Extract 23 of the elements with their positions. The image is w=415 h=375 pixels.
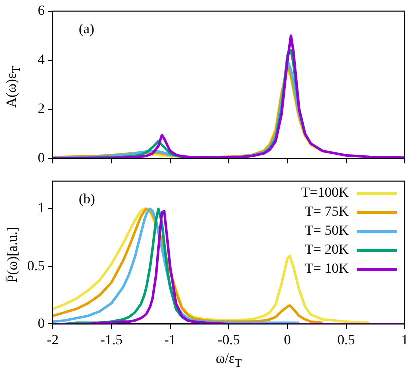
x-tick-label: -1	[164, 333, 176, 348]
legend-label: T= 75K	[304, 204, 349, 222]
annotation: (b)	[79, 192, 96, 208]
y-tick-label: 1	[38, 202, 45, 217]
y-tick-label: 6	[38, 4, 45, 20]
x-tick-label: -1.5	[100, 333, 123, 348]
legend-label: T= 50K	[304, 223, 349, 241]
legend-label: T=100K	[301, 185, 349, 203]
y-tick-label: 4	[38, 53, 45, 68]
y-tick-label: 0	[38, 151, 45, 166]
x-tick-label: 1	[402, 333, 408, 348]
x-tick-label: -2	[47, 333, 59, 348]
x-tick-label: 0	[284, 333, 292, 348]
y-tick-label: 0	[38, 316, 45, 332]
x-tick-label: 0.5	[338, 333, 356, 348]
y-tick-label: 2	[38, 102, 45, 118]
legend-label: T= 10K	[304, 261, 349, 279]
y-axis-title: P̄(ω)[a.u.]	[6, 226, 22, 282]
legend-label: T= 20K	[304, 242, 349, 260]
x-axis-title: ω/ε$_{T}$	[214, 352, 244, 370]
x-tick-label: -0.5	[218, 333, 240, 348]
y-tick-label: 0.5	[28, 259, 45, 274]
annotation: (a)	[79, 22, 95, 38]
